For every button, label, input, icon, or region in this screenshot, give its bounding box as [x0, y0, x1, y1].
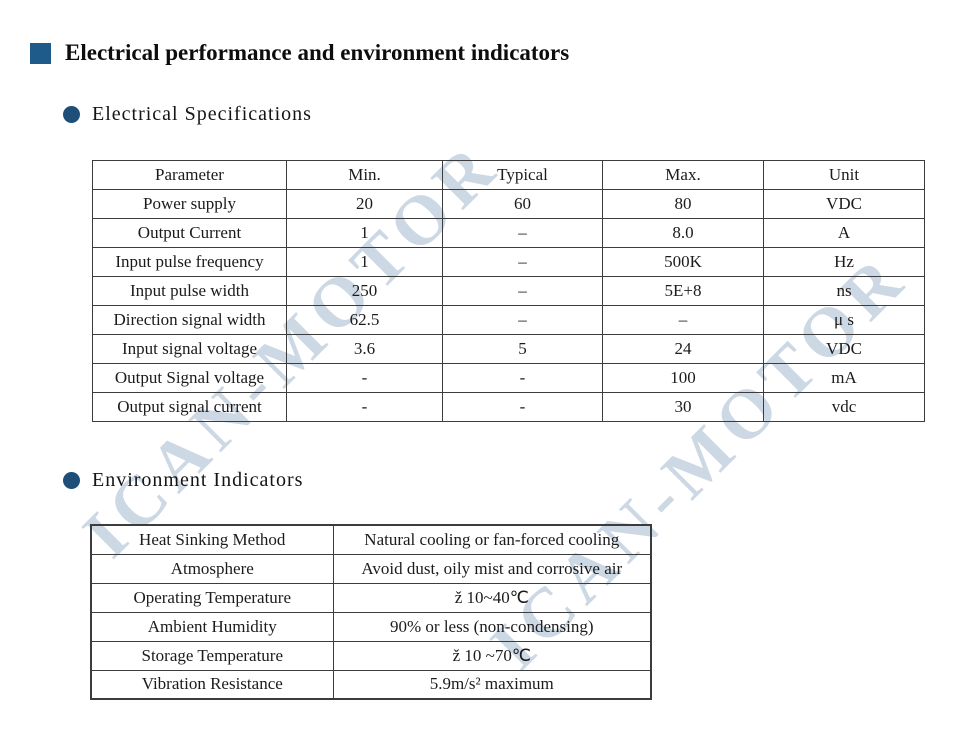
spec-row-cell: –: [442, 247, 603, 277]
spec-row-cell: 5: [442, 334, 603, 364]
spec-row-cell: mA: [763, 363, 925, 393]
env-row-cell: 5.9m/s² maximum: [332, 669, 652, 700]
spec-row-cell: A: [763, 218, 925, 248]
section-heading-environment: Environment Indicators: [63, 469, 303, 492]
env-row-cell: Operating Temperature: [90, 582, 334, 613]
spec-row-cell: 1: [286, 247, 443, 277]
environment-indicators-table: Heat Sinking Method Natural cooling or fa…: [90, 524, 652, 700]
section-title: Environment Indicators: [92, 469, 304, 491]
spec-row-cell: –: [442, 218, 603, 248]
env-row-cell: Heat Sinking Method: [90, 524, 334, 555]
spec-row-cell: Direction signal width: [92, 305, 287, 335]
spec-row-cell: Input pulse frequency: [92, 247, 287, 277]
column-header-unit: Unit: [763, 160, 925, 190]
spec-row-cell: -: [286, 392, 443, 422]
env-row-cell: Natural cooling or fan-forced cooling: [332, 524, 652, 555]
spec-row: Input pulse frequency 1–500K Hz: [92, 247, 925, 277]
spec-row-cell: –: [442, 305, 603, 335]
env-row: Atmosphere Avoid dust, oily mist and corr…: [90, 553, 652, 584]
spec-row-cell: 1: [286, 218, 443, 248]
spec-row-cell: VDC: [763, 189, 925, 219]
spec-row: Direction signal width 62.5– – μ s: [92, 305, 925, 335]
spec-row: Input signal voltage 3.6 5 24 VDC: [92, 334, 925, 364]
column-header-max: Max.: [602, 160, 764, 190]
spec-row-cell: μ s: [763, 305, 925, 335]
spec-row-cell: –: [602, 305, 764, 335]
spec-row-cell: Output Signal voltage: [92, 363, 287, 393]
spec-row-cell: VDC: [763, 334, 925, 364]
spec-row-cell: 3.6: [286, 334, 443, 364]
spec-row-cell: 5E+8: [602, 276, 764, 306]
spec-row-cell: -: [442, 392, 603, 422]
spec-row-cell: 20: [286, 189, 443, 219]
blue-square-icon: [30, 42, 51, 64]
env-row: Vibration Resistance 5.9m/s² maximum: [90, 669, 652, 700]
spec-header-row: Parameter Min. Typical Max. Unit: [92, 160, 925, 190]
spec-row-cell: -: [442, 363, 603, 393]
spec-row-cell: 80: [602, 189, 764, 219]
electrical-specifications-table: Parameter Min. Typical Max. Unit Power s…: [92, 160, 925, 422]
spec-row-cell: Input pulse width: [92, 276, 287, 306]
spec-row-cell: 30: [602, 392, 764, 422]
spec-row-cell: –: [442, 276, 603, 306]
spec-row-cell: 500K: [602, 247, 764, 277]
env-row: Ambient Humidity 90% or less (non-condens…: [90, 611, 652, 642]
spec-row-cell: 24: [602, 334, 764, 364]
spec-row-cell: 60: [442, 189, 603, 219]
spec-row-cell: Output Current: [92, 218, 287, 248]
env-row-cell: ž 10~40℃: [332, 582, 652, 613]
spec-row-cell: 100: [602, 363, 764, 393]
env-row: Storage Temperature ž 10 ~70℃: [90, 640, 652, 671]
section-heading-electrical: Electrical Specifications: [63, 103, 312, 126]
env-row: Operating Temperature ž 10~40℃: [90, 582, 652, 613]
spec-row-cell: Input signal voltage: [92, 334, 287, 364]
spec-row-cell: 8.0: [602, 218, 764, 248]
bullet-circle-icon: [63, 106, 80, 123]
bullet-circle-icon: [63, 472, 80, 489]
column-header-typical: Typical: [442, 160, 603, 190]
section-title: Electrical Specifications: [92, 103, 312, 125]
page-header: Electrical performance and environment i…: [30, 40, 569, 66]
spec-row-cell: Output signal current: [92, 392, 287, 422]
env-row-cell: Avoid dust, oily mist and corrosive air: [332, 553, 652, 584]
env-row-cell: Vibration Resistance: [90, 669, 334, 700]
env-row-cell: Ambient Humidity: [90, 611, 334, 642]
spec-row-cell: vdc: [763, 392, 925, 422]
page-title: Electrical performance and environment i…: [65, 40, 570, 65]
spec-row-cell: 62.5: [286, 305, 443, 335]
env-row-cell: Storage Temperature: [90, 640, 334, 671]
spec-row-cell: Power supply: [92, 189, 287, 219]
env-row-cell: Atmosphere: [90, 553, 334, 584]
env-row-cell: 90% or less (non-condensing): [332, 611, 652, 642]
column-header-min: Min.: [286, 160, 443, 190]
spec-row: Input pulse width 250–5E+8 ns: [92, 276, 925, 306]
spec-row: Power supply 20 60 80 VDC: [92, 189, 925, 219]
spec-row-cell: Hz: [763, 247, 925, 277]
spec-row-cell: ns: [763, 276, 925, 306]
spec-row: Output Signal voltage - -100 mA: [92, 363, 925, 393]
column-header-parameter: Parameter: [92, 160, 287, 190]
spec-row-cell: -: [286, 363, 443, 393]
spec-row-cell: 250: [286, 276, 443, 306]
env-row-cell: ž 10 ~70℃: [332, 640, 652, 671]
env-row: Heat Sinking Method Natural cooling or fa…: [90, 524, 652, 555]
spec-row: Output signal current - -30 vdc: [92, 392, 925, 422]
spec-row: Output Current 1–8.0 A: [92, 218, 925, 248]
